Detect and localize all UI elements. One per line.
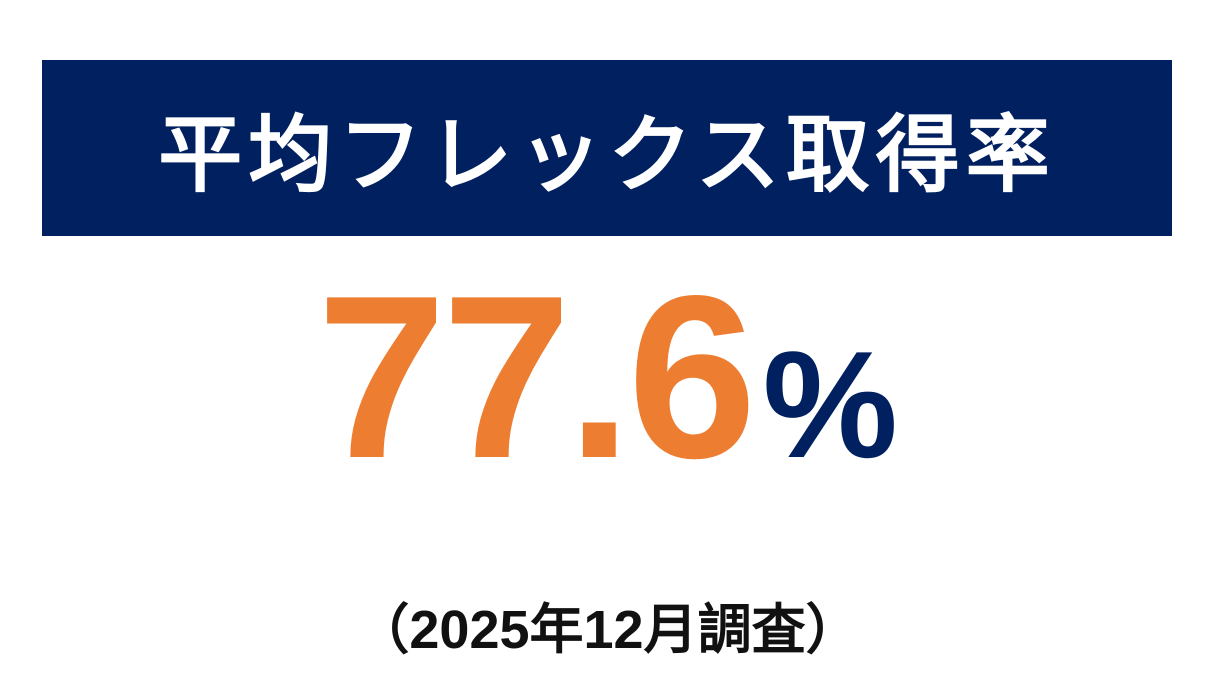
stat-unit: % xyxy=(762,320,898,490)
stat-value: 77.6 xyxy=(317,248,757,507)
title: 平均フレックス取得率 xyxy=(158,107,1056,202)
title-banner: 平均フレックス取得率 xyxy=(42,60,1172,236)
stat-display: 77.6% xyxy=(0,262,1215,494)
survey-note: （2025年12月調査） xyxy=(355,600,860,660)
